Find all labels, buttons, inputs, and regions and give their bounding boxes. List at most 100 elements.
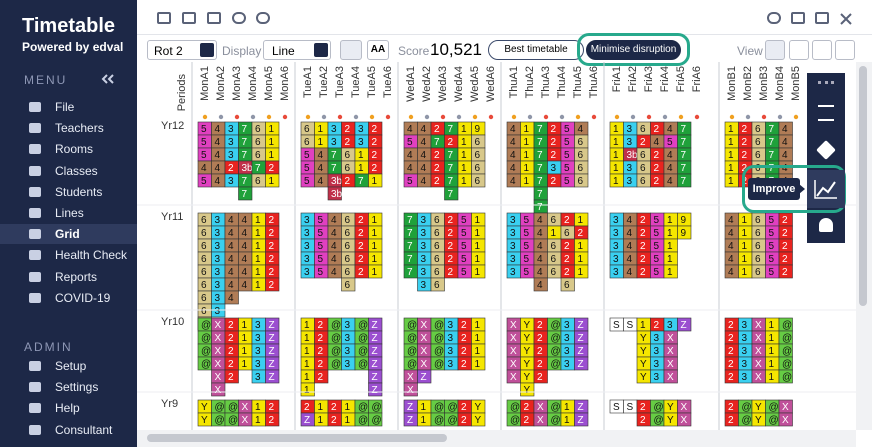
cell-label: X [421,359,428,370]
timetable-cell: @ [778,356,793,371]
cell-label: X [421,333,428,344]
export-icon[interactable] [207,12,221,24]
timetable-cell: 1 [663,251,678,266]
timetable-cell: 5 [520,225,535,240]
view-expand-button[interactable] [835,40,855,60]
timetable-cell: 2 [354,264,369,279]
list-button[interactable] [340,40,362,60]
timetable-cell: 2 [457,317,472,332]
save-icon[interactable] [157,12,171,24]
best-timetable-button[interactable]: Best timetable [488,40,584,60]
menu-item[interactable]: Health Check [0,245,137,265]
cell-label: 5 [524,254,530,265]
close-icon[interactable] [839,12,853,25]
timetable-cell: 3 [417,277,432,292]
collapse-button[interactable] [100,73,116,85]
menu-item[interactable]: Students [0,182,137,202]
timetable-cell: 1 [724,134,739,149]
timetable-cell: 6 [251,121,266,136]
view-grid-button[interactable] [765,40,785,60]
minimise-disruption-button[interactable]: Minimise disruption [586,40,681,60]
menu-item[interactable]: Lines [0,203,137,223]
view-warning-button[interactable] [812,40,832,60]
cell-label: 3 [228,124,234,135]
rotation-select[interactable]: Rot 2 [147,40,217,60]
more-icon[interactable] [818,81,834,87]
cell-label: 2 [782,215,788,226]
cell-label: 4 [228,241,234,252]
cell-background [574,264,589,279]
cell-background [368,173,383,188]
print-icon[interactable] [182,12,196,24]
redo-icon[interactable] [256,12,270,24]
cell-label: @ [201,346,211,357]
cell-background [471,264,486,279]
horizontal-scrollbar[interactable] [137,430,856,447]
cell-background [403,382,418,397]
cell-label: 4 [728,241,734,252]
cell-label: 2 [742,150,748,161]
view-flag-button[interactable] [789,40,809,60]
cell-label: S [627,402,634,413]
timetable-cell: 7 [765,147,780,162]
menu-item[interactable]: Rooms [0,139,137,159]
cell-label: 6 [755,124,761,135]
cell-label: 1 [242,359,248,370]
timetable-cell: 3 [211,277,226,292]
timetable-cell: 1 [663,238,678,253]
menu-item[interactable]: Consultant [0,420,137,440]
menu-item[interactable]: Setup [0,356,137,376]
cell-label: 1 [578,241,584,252]
timetable-cell: 6 [300,134,315,149]
timetable-cell: 1 [471,212,486,227]
menu-item[interactable]: Teachers [0,118,137,138]
menu-item[interactable]: Classes [0,161,137,181]
timetable-cell: 1 [471,251,486,266]
timetable-cell: 4 [778,147,793,162]
cell-label: 2 [640,402,646,413]
cell-label: 3 [448,320,454,331]
undo-icon[interactable] [232,12,246,24]
status-dot [337,114,343,120]
menu-item[interactable]: Grid [0,224,137,245]
status-dot [266,114,272,120]
cell-label: @ [434,359,444,370]
cell-label: 2 [728,346,734,357]
menu-item[interactable]: Reports [0,267,137,287]
timetable-cell: 2 [265,277,280,292]
timetable-cell: @ [403,330,418,345]
cell-label: 3 [228,176,234,187]
cell-label: X [510,333,517,344]
edit-icon[interactable] [791,12,805,24]
cell-label: 2 [461,346,467,357]
column-header: TueA4 [350,66,362,98]
tools-icon[interactable] [816,140,836,160]
timetable-cell: 6 [251,147,266,162]
cell-label: 4 [228,254,234,265]
cell-background [417,369,432,384]
display-select[interactable]: Line [263,40,331,60]
font-button[interactable]: AA [367,40,389,60]
menu-item[interactable]: COVID-19 [0,288,137,308]
timetable-cell: X [417,356,432,371]
vertical-scrollbar[interactable] [856,62,872,430]
menu-item[interactable]: Help [0,398,137,418]
cell-label: 3 [510,241,516,252]
timetable-cell: 1 [471,343,486,358]
cell-label: 6 [304,124,310,135]
settings-icon[interactable] [818,105,834,121]
search-icon[interactable] [767,12,781,24]
popout-icon[interactable] [815,12,829,24]
timetable-cell: 1 [609,173,624,188]
cell-label: 4 [421,176,427,187]
menu-item[interactable]: Settings [0,377,137,397]
improve-button[interactable] [807,170,845,208]
timetable-cell: 2 [778,238,793,253]
person-icon[interactable] [819,218,833,232]
timetable-cell: 6 [471,173,486,188]
timetable-cell: Z [265,343,280,358]
cell-label: 3 [304,241,310,252]
timetable-cell: 1 [609,134,624,149]
cell-label: 2 [318,346,324,357]
menu-item[interactable]: File [0,97,137,117]
